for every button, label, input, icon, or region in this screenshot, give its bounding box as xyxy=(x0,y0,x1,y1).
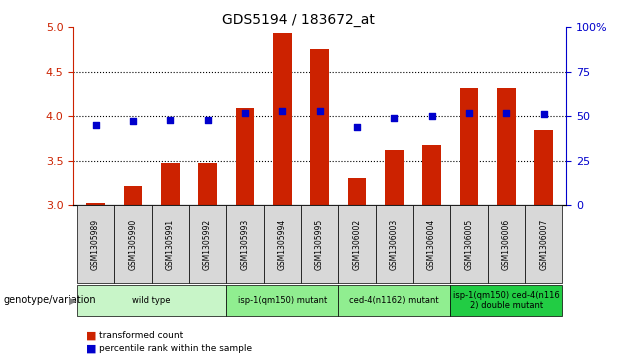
Bar xyxy=(310,49,329,205)
Point xyxy=(315,108,325,114)
Point xyxy=(277,108,287,114)
Text: GSM1305991: GSM1305991 xyxy=(166,219,175,270)
Bar xyxy=(422,144,441,205)
Text: ■: ■ xyxy=(86,343,97,354)
Point xyxy=(539,111,549,117)
Bar xyxy=(385,150,404,205)
Text: GSM1306006: GSM1306006 xyxy=(502,219,511,270)
Text: GDS5194 / 183672_at: GDS5194 / 183672_at xyxy=(223,13,375,27)
Text: isp-1(qm150) mutant: isp-1(qm150) mutant xyxy=(238,296,327,305)
Text: ▶: ▶ xyxy=(69,296,76,306)
Text: GSM1305993: GSM1305993 xyxy=(240,219,249,270)
Text: GSM1306004: GSM1306004 xyxy=(427,219,436,270)
Text: transformed count: transformed count xyxy=(99,331,183,340)
Text: GSM1305989: GSM1305989 xyxy=(91,219,100,270)
Point xyxy=(352,124,362,130)
Text: ■: ■ xyxy=(86,331,97,341)
Text: GSM1306005: GSM1306005 xyxy=(464,219,473,270)
Point xyxy=(389,115,399,121)
Bar xyxy=(273,33,291,205)
Text: ced-4(n1162) mutant: ced-4(n1162) mutant xyxy=(349,296,439,305)
Text: isp-1(qm150) ced-4(n116
2) double mutant: isp-1(qm150) ced-4(n116 2) double mutant xyxy=(453,291,560,310)
Text: GSM1306003: GSM1306003 xyxy=(390,219,399,270)
Text: genotype/variation: genotype/variation xyxy=(3,295,96,305)
Text: GSM1305995: GSM1305995 xyxy=(315,219,324,270)
Text: GSM1305992: GSM1305992 xyxy=(203,219,212,270)
Bar xyxy=(123,185,142,205)
Point xyxy=(165,117,176,123)
Bar xyxy=(497,88,516,205)
Text: GSM1305990: GSM1305990 xyxy=(128,219,137,270)
Text: GSM1306002: GSM1306002 xyxy=(352,219,361,270)
Text: wild type: wild type xyxy=(132,296,171,305)
Point xyxy=(501,110,511,115)
Bar xyxy=(348,179,366,205)
Bar xyxy=(198,163,217,205)
Point xyxy=(427,113,437,119)
Bar xyxy=(235,108,254,205)
Text: GSM1306007: GSM1306007 xyxy=(539,219,548,270)
Point xyxy=(202,117,212,123)
Point xyxy=(90,122,100,128)
Point xyxy=(128,119,138,125)
Text: GSM1305994: GSM1305994 xyxy=(278,219,287,270)
Bar xyxy=(534,130,553,205)
Bar xyxy=(161,163,179,205)
Point xyxy=(240,110,250,115)
Text: percentile rank within the sample: percentile rank within the sample xyxy=(99,344,252,353)
Point xyxy=(464,110,474,115)
Bar xyxy=(86,203,105,205)
Bar xyxy=(460,88,478,205)
